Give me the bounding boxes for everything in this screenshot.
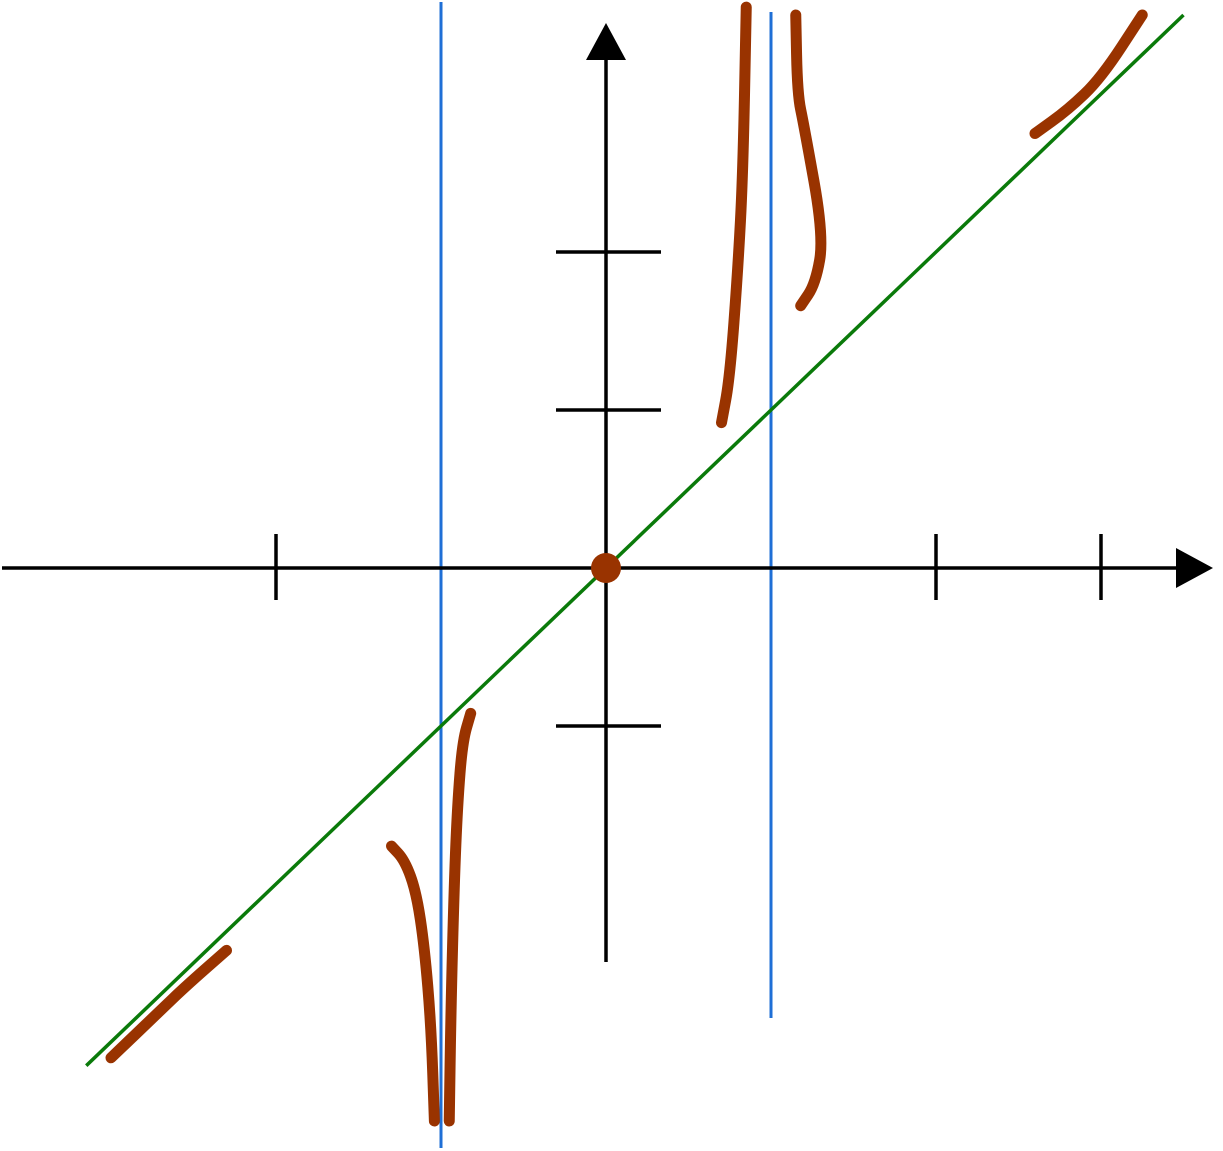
ticks-group bbox=[274, 250, 1103, 728]
curve-branch bbox=[790, 9, 827, 312]
curve-branch bbox=[716, 1, 752, 429]
curves-group bbox=[105, 1, 1148, 1127]
curve-branch bbox=[105, 944, 232, 1064]
curve-branch bbox=[386, 840, 440, 1127]
slant-asymptote bbox=[85, 13, 1185, 1067]
axes-group bbox=[2, 23, 1213, 962]
curve-branch bbox=[443, 707, 477, 1127]
y-axis-arrowhead bbox=[586, 23, 626, 60]
x-axis-arrowhead bbox=[1176, 548, 1213, 588]
asymptotes-group bbox=[85, 2, 1185, 1148]
curve-branch bbox=[1029, 9, 1148, 139]
curve-point bbox=[591, 553, 621, 583]
